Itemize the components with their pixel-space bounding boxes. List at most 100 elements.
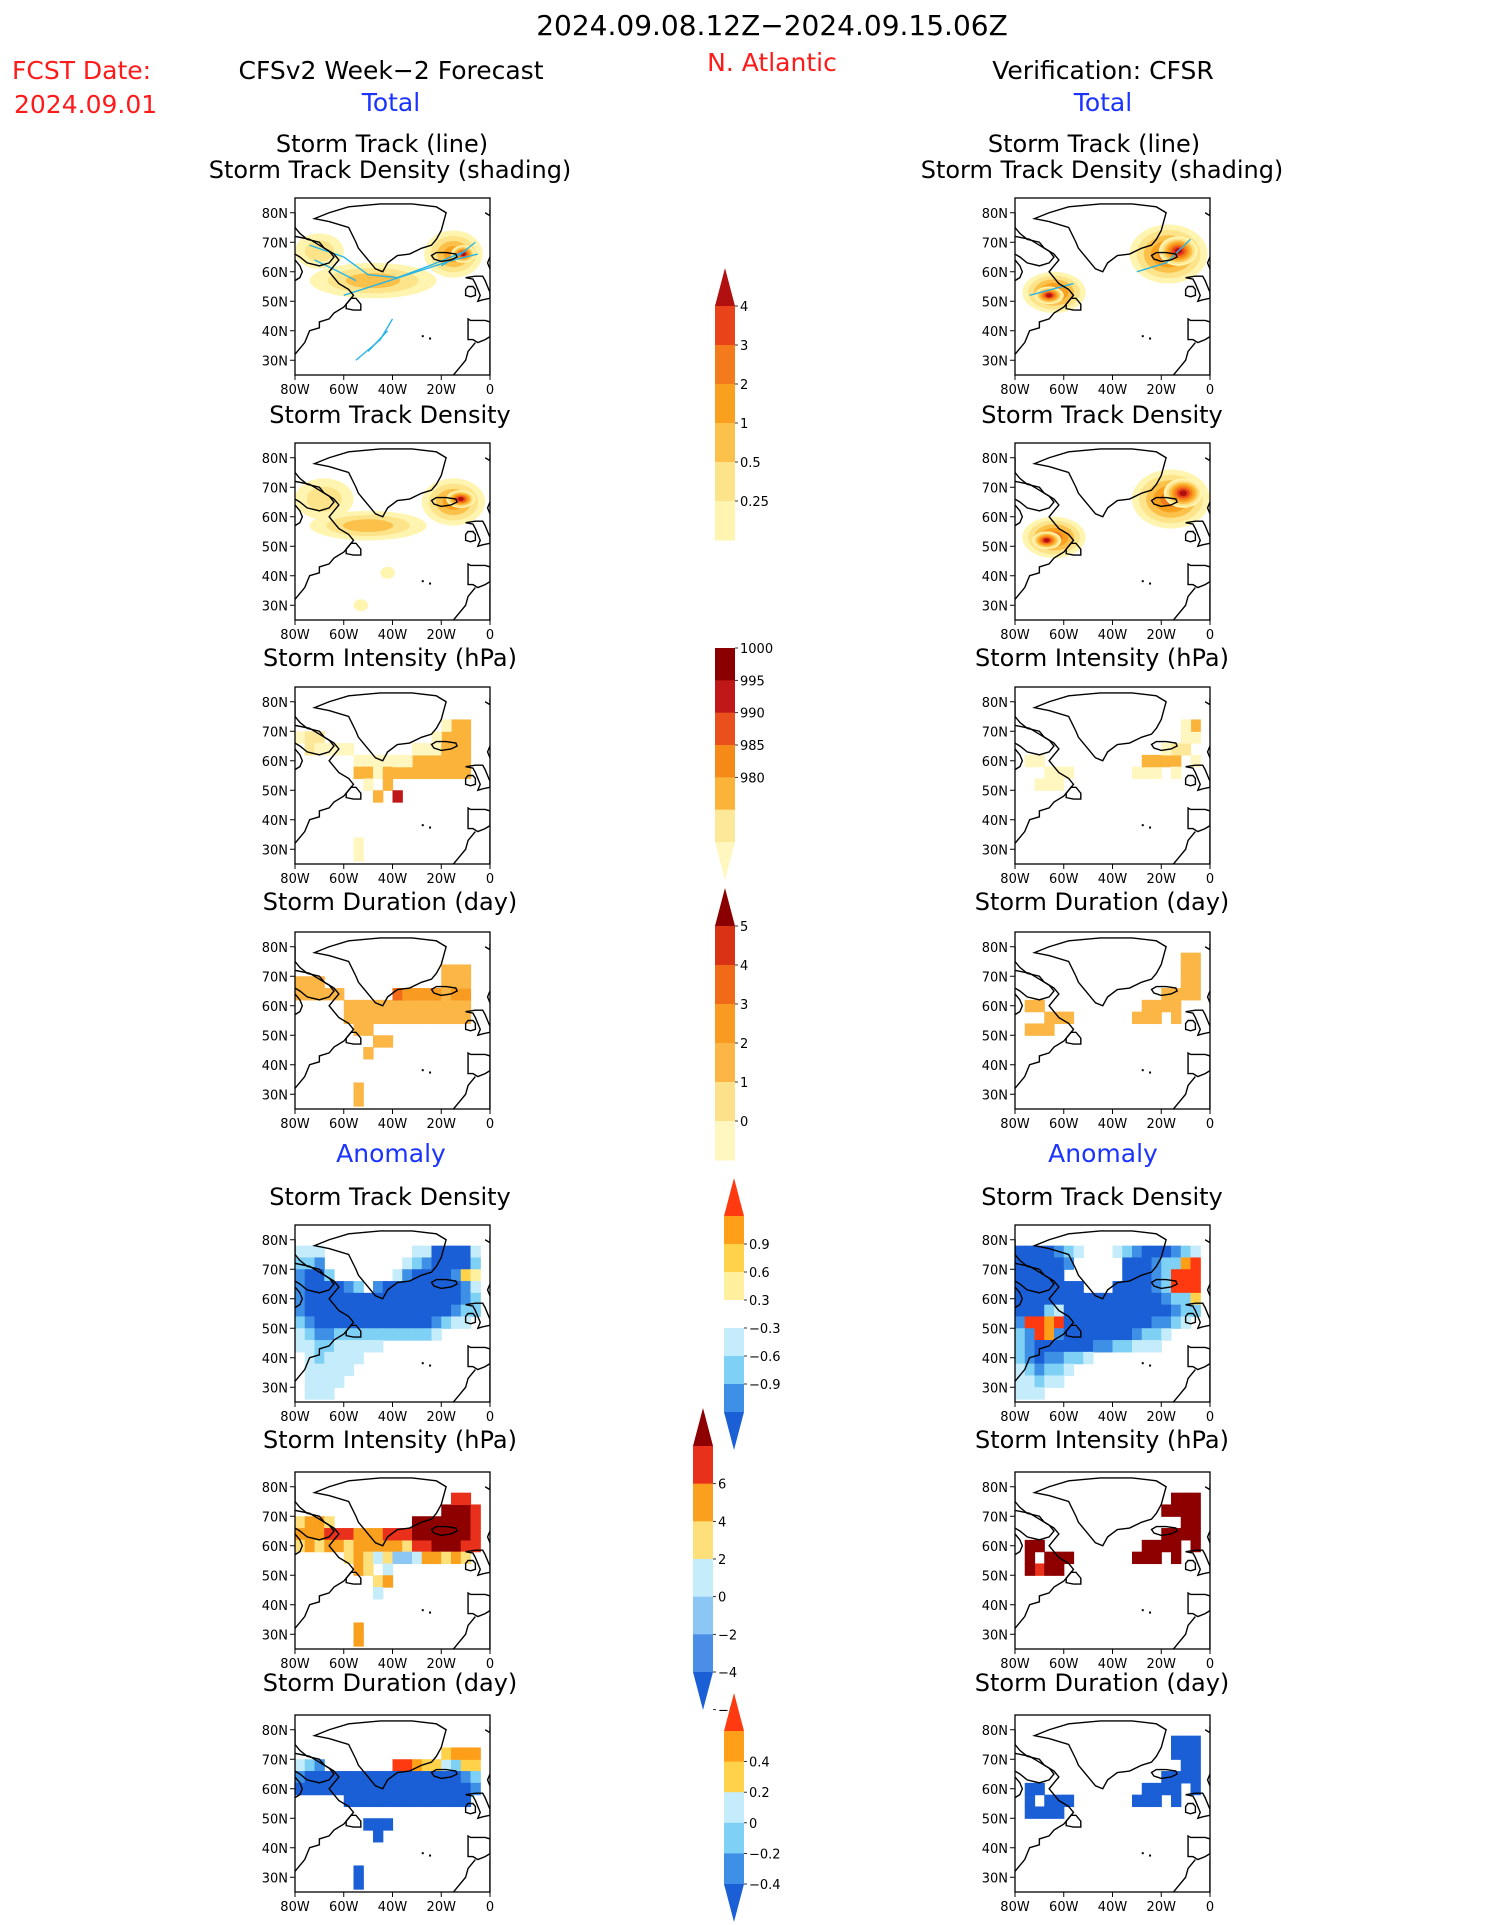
grid-cell: [1161, 1304, 1172, 1318]
x-tick-label: 60W: [329, 383, 359, 398]
x-tick-label: 80W: [1000, 1900, 1030, 1915]
grid-cell: [392, 1292, 403, 1306]
grid-cell: [1044, 1794, 1055, 1808]
grid-cell: [431, 1794, 442, 1808]
grid-cell: [353, 999, 364, 1013]
grid-cell: [1171, 1316, 1182, 1329]
grid-cell: [412, 1782, 423, 1796]
grid-cell: [1132, 1281, 1143, 1294]
fc-track-title-line: Storm Track (line): [275, 130, 489, 158]
grid-cell: [373, 1771, 384, 1784]
grid-cell: [1161, 1257, 1172, 1270]
grid-cell: [1063, 1292, 1075, 1306]
grid-cell: [1180, 1292, 1192, 1306]
grid-cell: [363, 1782, 374, 1796]
grid-cell: [304, 1363, 316, 1377]
grid-cell: [373, 1304, 384, 1318]
x-tick-label: 0: [486, 1657, 494, 1672]
grid-cell: [324, 1528, 335, 1541]
y-tick-label: 40N: [262, 814, 288, 829]
grid-cell: [1034, 1269, 1045, 1282]
coastline: [1204, 209, 1210, 217]
y-tick-label: 40N: [982, 1059, 1008, 1074]
coastline: [312, 937, 447, 1007]
grid-cell: [343, 1771, 355, 1784]
grid-cell: [1015, 1363, 1026, 1377]
grid-cell: [304, 1375, 316, 1388]
grid-cell: [1180, 1281, 1192, 1294]
grid-cell: [353, 1328, 364, 1341]
grid-cell: [295, 1292, 306, 1306]
x-tick-label: 40W: [1098, 1900, 1128, 1915]
grid-cell: [460, 1794, 472, 1808]
coastline: [295, 480, 335, 512]
coastline: [484, 1236, 490, 1244]
grid-cell: [1190, 1504, 1201, 1517]
grid-cell: [1063, 1257, 1075, 1270]
grid-cell: [373, 1539, 384, 1553]
colorbar-swatch: [724, 1853, 744, 1885]
x-tick-label: 20W: [427, 1900, 457, 1915]
grid-cell: [460, 1269, 472, 1282]
grid-cell: [1132, 1304, 1143, 1318]
grid-cell: [460, 1304, 472, 1318]
y-tick-label: 40N: [982, 325, 1008, 340]
grid-cell: [1171, 988, 1182, 1001]
grid-cell: [460, 719, 472, 732]
y-tick-label: 60N: [262, 755, 288, 770]
coastline: [1015, 259, 1024, 282]
grid-cell: [460, 1539, 472, 1553]
grid-cell: [431, 1257, 442, 1270]
grid-cell: [421, 1782, 433, 1796]
y-tick-label: 60N: [982, 266, 1008, 281]
grid-cell: [402, 1011, 413, 1025]
grid-cell: [1171, 1504, 1182, 1517]
grid-cell: [304, 1387, 316, 1400]
x-tick-label: 40W: [1098, 1117, 1128, 1132]
grid-cell: [1015, 1304, 1026, 1318]
x-tick-label: 20W: [427, 1410, 457, 1425]
grid-cell: [1151, 1328, 1162, 1341]
y-tick-label: 40N: [982, 814, 1008, 829]
y-tick-label: 50N: [262, 1812, 288, 1827]
coastline: [465, 764, 490, 792]
grid-cell: [324, 1328, 335, 1341]
fc-track-title-shading: Storm Track Density (shading): [208, 156, 572, 184]
grid-cell: [1054, 778, 1065, 791]
island-mark: [1149, 582, 1152, 585]
colorbar-label: 0.9: [749, 1238, 770, 1253]
grid-cell: [470, 1759, 481, 1772]
grid-cell: [1063, 1351, 1075, 1365]
colorbar-swatch: [693, 1483, 713, 1522]
grid-cell: [1141, 1281, 1153, 1294]
y-tick-label: 30N: [982, 599, 1008, 614]
grid-cell: [1024, 1328, 1036, 1341]
grid-cell: [470, 1257, 481, 1270]
coastline: [345, 786, 362, 800]
grid-cell: [295, 1269, 306, 1282]
island-mark: [1149, 337, 1152, 340]
island-mark: [429, 1071, 432, 1074]
grid-cell: [382, 1011, 394, 1025]
grid-cell: [363, 999, 374, 1013]
grid-cell: [373, 1587, 384, 1600]
grid-cell: [1161, 999, 1172, 1013]
grid-cell: [304, 1340, 316, 1353]
grid-cell: [314, 1363, 325, 1377]
x-tick-label: 80W: [280, 1900, 310, 1915]
coastline: [1206, 745, 1210, 759]
coastline: [295, 1752, 335, 1784]
coastline: [484, 943, 490, 951]
coastline: [295, 504, 304, 527]
grid-cell: [353, 1023, 364, 1036]
grid-cell: [1034, 1363, 1045, 1377]
island-mark: [1141, 1069, 1144, 1072]
grid-cell: [304, 1771, 316, 1784]
grid-cell: [1034, 1539, 1045, 1553]
island-mark: [429, 337, 432, 340]
x-tick-label: 0: [486, 872, 494, 887]
storm-track-line: [440, 241, 476, 267]
grid-cell: [1054, 1269, 1065, 1282]
coastline: [1206, 1773, 1210, 1787]
grid-cell: [1034, 1281, 1045, 1294]
